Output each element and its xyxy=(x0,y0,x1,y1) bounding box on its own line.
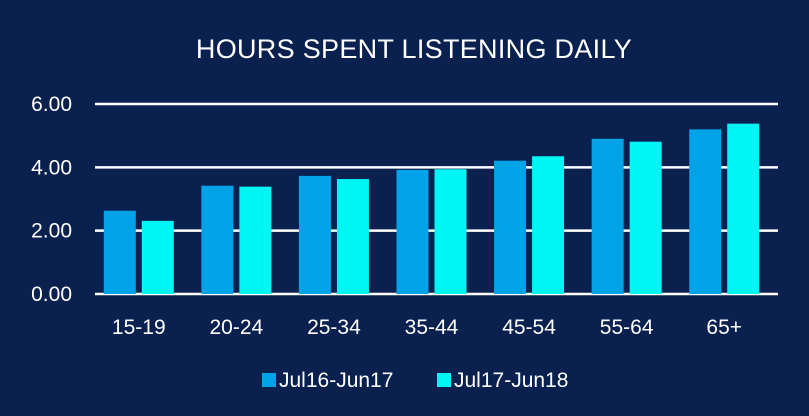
bar-series2-55-64 xyxy=(629,141,662,294)
legend-swatch xyxy=(437,373,451,387)
bar-series1-20-24 xyxy=(201,185,234,294)
y-tick-label: 2.00 xyxy=(31,220,72,243)
chart-title: HOURS SPENT LISTENING DAILY xyxy=(196,34,632,64)
y-tick-label: 4.00 xyxy=(31,156,72,179)
bar-series2-65+ xyxy=(727,123,760,294)
legend: Jul16-Jun17 Jul17-Jun18 xyxy=(262,369,568,392)
bar-series2-35-44 xyxy=(434,169,467,294)
bar-series1-45-54 xyxy=(494,160,527,294)
y-tick-label: 0.00 xyxy=(31,283,72,306)
y-axis-ticks: 0.00 2.00 4.00 6.00 xyxy=(31,93,72,306)
y-tick-label: 6.00 xyxy=(31,93,72,116)
bar-series2-15-19 xyxy=(141,220,174,294)
x-axis-ticks: 15-19 20-24 25-34 35-44 45-54 55-64 65+ xyxy=(112,316,742,339)
x-tick-label: 20-24 xyxy=(209,316,263,339)
bar-series1-15-19 xyxy=(103,210,136,294)
legend-swatch xyxy=(262,373,276,387)
bar-series2-45-54 xyxy=(532,156,565,294)
x-tick-label: 55-64 xyxy=(600,316,654,339)
x-tick-label: 45-54 xyxy=(502,316,556,339)
legend-label: Jul17-Jun18 xyxy=(454,369,568,392)
bar-series2-20-24 xyxy=(239,186,272,294)
bar-series1-65+ xyxy=(689,129,722,294)
x-tick-label: 35-44 xyxy=(405,316,459,339)
bar-series1-55-64 xyxy=(591,138,624,294)
bar-series2-25-34 xyxy=(336,179,369,294)
legend-label: Jul16-Jun17 xyxy=(279,369,393,392)
x-tick-label: 15-19 xyxy=(112,316,166,339)
x-tick-label: 25-34 xyxy=(307,316,361,339)
bar-series1-25-34 xyxy=(298,175,331,294)
bars xyxy=(103,123,760,294)
bar-series1-35-44 xyxy=(396,169,429,294)
x-tick-label: 65+ xyxy=(706,316,742,339)
